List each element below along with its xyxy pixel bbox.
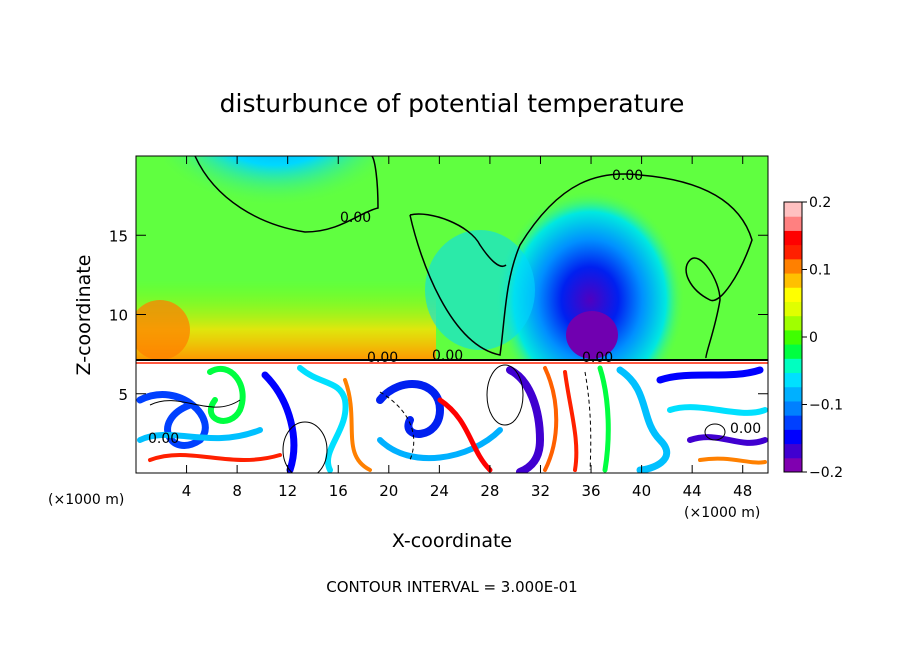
turbulent-eddies xyxy=(136,365,768,473)
colorbar: 0.2 0.1 0 −0.1 −0.2 xyxy=(783,195,843,481)
y-tick-label: 5 xyxy=(118,386,128,404)
contour-label: 0.00 xyxy=(148,431,179,447)
contour-label: 0.00 xyxy=(730,421,761,437)
contour-label: 0.00 xyxy=(582,350,613,366)
chart-title: disturbunce of potential temperature xyxy=(220,89,685,118)
colorbar-swatch xyxy=(784,230,802,246)
colorbar-swatch xyxy=(784,216,802,231)
x-tick-label: 48 xyxy=(733,482,752,500)
x-tick-label: 8 xyxy=(232,482,242,500)
x-tick-label: 40 xyxy=(632,482,651,500)
colorbar-tick-label: −0.1 xyxy=(809,398,843,414)
colorbar-swatch xyxy=(784,315,802,331)
contour-labels: 0.00 0.00 0.00 0.00 0.00 0.00 0.00 xyxy=(148,168,761,447)
colorbar-swatch xyxy=(784,273,802,288)
cold-plume xyxy=(495,190,685,410)
colorbar-swatch xyxy=(784,429,802,445)
colorbar-swatch xyxy=(784,415,802,430)
x-tick-label: 28 xyxy=(480,482,499,500)
heatmap-field xyxy=(136,156,768,473)
contour-zero-plume xyxy=(409,173,753,359)
x-tick-label: 16 xyxy=(329,482,348,500)
contour-zero-mid xyxy=(409,213,507,267)
colorbar-swatch xyxy=(784,344,802,359)
colorbar-swatch xyxy=(784,386,802,402)
colorbar-swatch xyxy=(784,457,802,473)
warm-patch xyxy=(136,300,190,360)
colorbar-swatch xyxy=(784,358,802,374)
y-tick-label: 10 xyxy=(109,307,128,325)
y-unit-label: (×1000 m) xyxy=(48,492,124,508)
colorbar-swatch xyxy=(784,372,802,388)
colorbar-tick-label: −0.2 xyxy=(809,465,843,481)
colorbar-swatch xyxy=(784,329,802,345)
colorbar-tick-label: 0.2 xyxy=(809,195,831,211)
x-tick-label: 20 xyxy=(379,482,398,500)
contour-label: 0.00 xyxy=(612,168,643,184)
y-axis: 5 10 15 xyxy=(109,227,768,404)
colorbar-swatch xyxy=(784,301,802,317)
y-tick-label: 15 xyxy=(109,227,128,245)
colorbar-swatch xyxy=(784,400,802,416)
contour-label: 0.00 xyxy=(340,210,371,226)
contour-label: 0.00 xyxy=(432,348,463,364)
x-tick-label: 44 xyxy=(683,482,702,500)
colorbar-swatch xyxy=(784,287,802,302)
x-axis-label: X-coordinate xyxy=(392,530,512,552)
x-tick-label: 32 xyxy=(531,482,550,500)
cold-plume-arm xyxy=(425,230,535,350)
colorbar-tick-label: 0 xyxy=(809,330,818,346)
x-tick-label: 24 xyxy=(430,482,449,500)
colorbar-tick-label: 0.1 xyxy=(809,263,831,279)
colorbar-swatch xyxy=(784,443,802,459)
contour-interval-note: CONTOUR INTERVAL = 3.000E-01 xyxy=(326,578,577,596)
x-unit-label: (×1000 m) xyxy=(684,505,760,521)
x-tick-label: 12 xyxy=(278,482,297,500)
contour-label: 0.00 xyxy=(367,350,398,366)
cold-core xyxy=(566,311,618,359)
colorbar-swatch xyxy=(784,244,802,260)
lower-contours xyxy=(149,364,726,473)
top-cold-region xyxy=(165,156,385,235)
contour-zero-upper xyxy=(194,156,379,233)
x-tick-label: 4 xyxy=(182,482,192,500)
x-tick-label: 36 xyxy=(581,482,600,500)
colorbar-swatch xyxy=(784,202,802,217)
colorbar-swatch xyxy=(784,258,802,274)
x-axis: 4 8 12 16 20 24 28 32 36 40 44 48 xyxy=(182,156,752,500)
y-axis-label: Z-coordinate xyxy=(73,255,95,376)
